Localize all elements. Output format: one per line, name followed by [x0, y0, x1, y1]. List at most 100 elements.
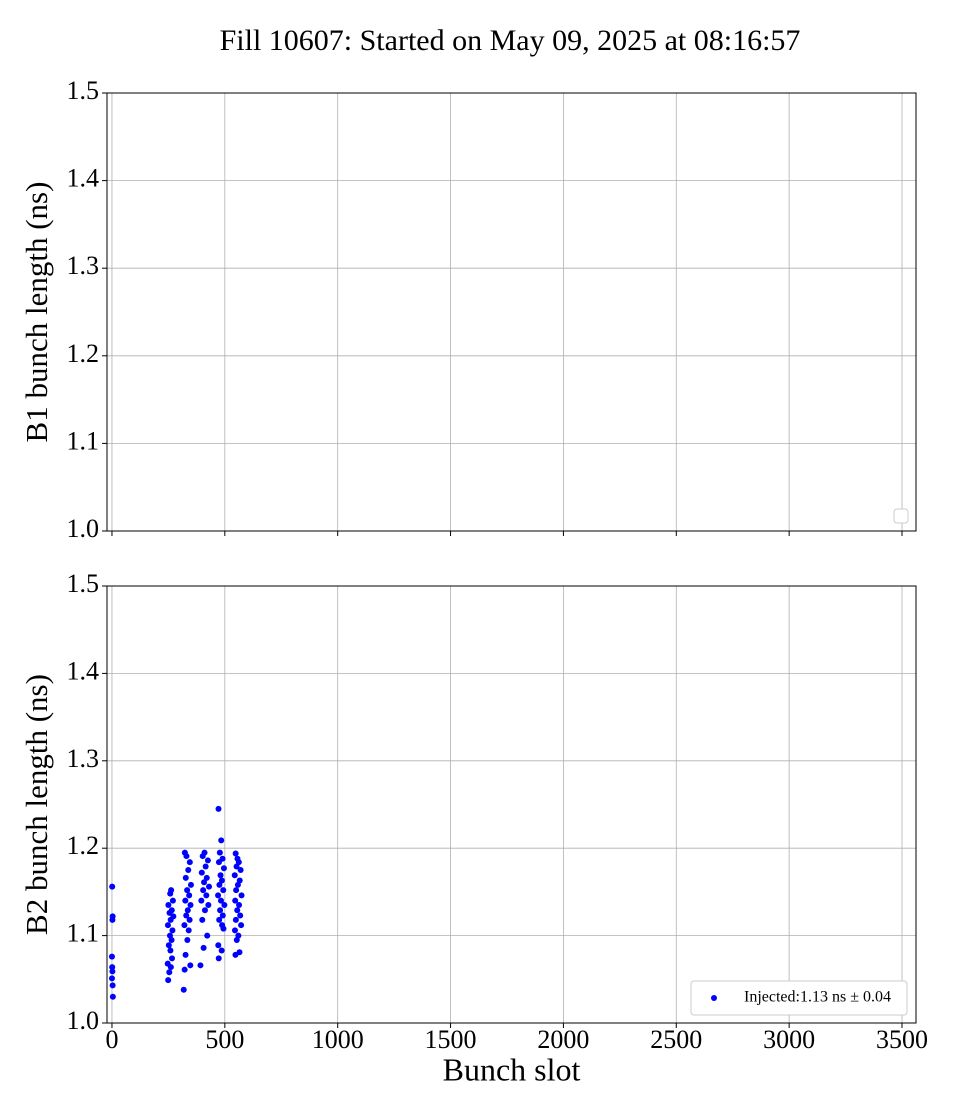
legend-box [690, 980, 908, 1016]
x-tick-label: 3000 [763, 1025, 815, 1054]
data-point [204, 857, 211, 864]
data-point [180, 986, 187, 993]
x-tick-label: 1500 [425, 1025, 477, 1054]
data-point [215, 942, 222, 949]
data-point [108, 975, 115, 982]
x-tick-label: 2000 [537, 1025, 589, 1054]
data-point [197, 962, 204, 969]
data-point [203, 874, 210, 881]
data-point [231, 927, 238, 934]
data-point [232, 916, 239, 923]
data-point [233, 863, 240, 870]
data-point [167, 964, 174, 971]
data-point [232, 951, 239, 958]
data-point [220, 925, 227, 932]
data-point [182, 874, 189, 881]
data-point [199, 916, 206, 923]
plot-frame [106, 585, 917, 1024]
x-tick-label: 500 [205, 1025, 244, 1054]
data-point [216, 849, 223, 856]
data-point [237, 867, 244, 874]
data-point [169, 897, 176, 904]
y-tick-label: 1.1 [67, 919, 100, 948]
data-point [233, 936, 240, 943]
data-point [232, 850, 239, 857]
data-point [165, 977, 172, 984]
data-point [198, 869, 205, 876]
legend-box [893, 508, 909, 524]
data-point [184, 936, 191, 943]
x-tick-label: 2500 [650, 1025, 702, 1054]
y-tick-label: 1.5 [67, 569, 100, 598]
data-point [218, 877, 225, 884]
data-point [217, 872, 224, 879]
data-point [204, 932, 211, 939]
data-point [215, 892, 222, 899]
y-tick-label: 1.3 [67, 251, 100, 280]
data-point [182, 951, 189, 958]
data-point [164, 922, 171, 929]
x-tick-label: 0 [105, 1025, 118, 1054]
y-tick-label: 1.0 [67, 1006, 100, 1035]
data-point [201, 907, 208, 914]
data-point [232, 897, 239, 904]
data-point [185, 867, 192, 874]
data-point [216, 881, 223, 888]
data-point [215, 859, 222, 866]
data-point [199, 853, 206, 860]
data-point [198, 897, 205, 904]
y-tick-label: 1.3 [67, 744, 100, 773]
y-tick-label: 1.0 [67, 514, 100, 543]
data-point [187, 881, 194, 888]
data-point [220, 865, 227, 872]
data-point [186, 892, 193, 899]
data-point [205, 902, 212, 909]
data-point [184, 907, 191, 914]
x-tick-label: 3500 [876, 1025, 928, 1054]
data-point [183, 912, 190, 919]
data-point [181, 922, 188, 929]
y-tick-label: 1.5 [67, 76, 100, 105]
y-tick-label: 1.2 [67, 339, 100, 368]
data-point [169, 955, 176, 962]
data-point [166, 909, 173, 916]
data-point [169, 927, 176, 934]
data-point [167, 916, 174, 923]
data-point [233, 887, 240, 894]
data-point [181, 966, 188, 973]
data-point [109, 993, 116, 1000]
data-point [218, 837, 225, 844]
data-point [202, 863, 209, 870]
data-point [109, 883, 116, 890]
data-point [187, 902, 194, 909]
data-point [186, 916, 193, 923]
data-point [236, 902, 243, 909]
chart-title: Fill 10607: Started on May 09, 2025 at 0… [220, 24, 801, 57]
legend-marker [711, 995, 717, 1001]
data-point [200, 944, 207, 951]
data-point [219, 912, 226, 919]
data-point [201, 879, 208, 886]
data-point [186, 859, 193, 866]
data-point [237, 912, 244, 919]
y-axis-label: B2 bunch length (ns) [19, 674, 54, 935]
data-point [182, 897, 189, 904]
data-point [167, 947, 174, 954]
data-point [165, 902, 172, 909]
data-point [167, 890, 174, 897]
plot-frame [106, 92, 917, 532]
y-axis-label: B1 bunch length (ns) [19, 182, 54, 443]
data-point [215, 805, 222, 812]
data-point [165, 942, 172, 949]
data-point [109, 982, 116, 989]
data-point [183, 853, 190, 860]
x-tick-label: 1000 [312, 1025, 364, 1054]
data-point [206, 883, 213, 890]
data-point [220, 887, 227, 894]
data-point [234, 907, 241, 914]
data-point [221, 902, 228, 909]
data-point [168, 936, 175, 943]
data-point [184, 887, 191, 894]
data-point [217, 897, 224, 904]
